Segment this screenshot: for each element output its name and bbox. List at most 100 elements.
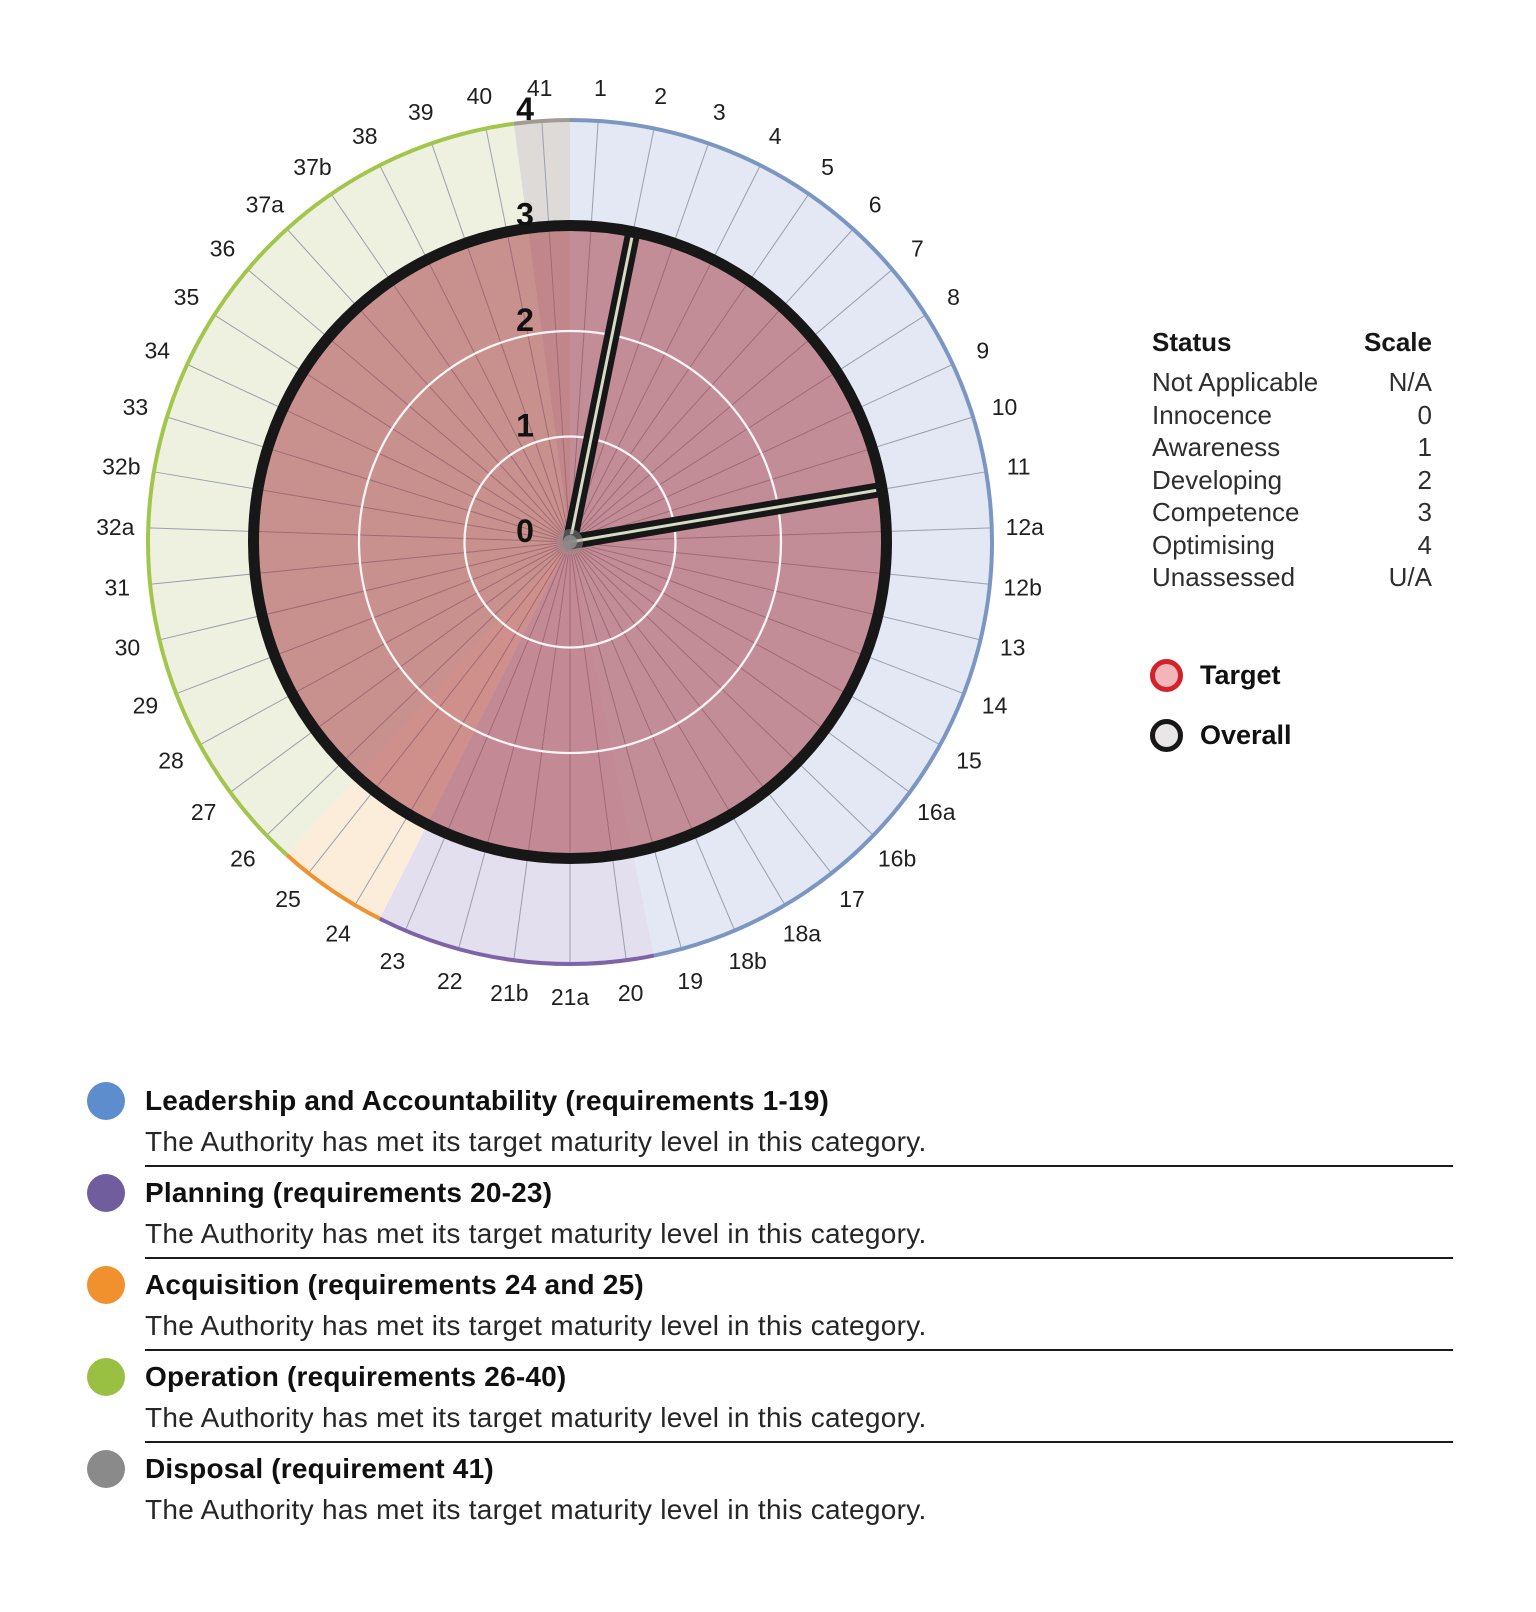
- status-legend-rows: Not Applicable N/A Innocence 0 Awareness 1 Dev…: [1152, 366, 1432, 594]
- category-title: Acquisition (requirements 24 and 25): [145, 1269, 644, 1300]
- radar-spoke-label: 37b: [293, 154, 331, 180]
- radar-spoke-label: 30: [115, 635, 141, 661]
- status-legend-row: Innocence 0: [1152, 399, 1432, 432]
- radar-spoke-label: 21b: [490, 980, 528, 1006]
- category-item-body: Acquisition (requirements 24 and 25) The …: [145, 1259, 1453, 1351]
- category-title: Leadership and Accountability (requireme…: [145, 1085, 830, 1116]
- radar-category-arc: [378, 916, 655, 966]
- radar-spoke-label: 24: [325, 921, 351, 947]
- category-list-item: Disposal (requirement 41) The Authority h…: [87, 1443, 1453, 1535]
- status-scale-value: 0: [1417, 399, 1432, 430]
- radar-spoke-label: 39: [408, 99, 434, 125]
- category-item-body: Planning (requirements 20-23) The Authori…: [145, 1167, 1453, 1259]
- radar-spoke-label: 8: [947, 284, 960, 310]
- status-name: Innocence: [1152, 399, 1272, 430]
- status-name: Awareness: [1152, 432, 1281, 462]
- category-description: The Authority has met its target maturit…: [145, 1310, 927, 1341]
- radar-category-arc: [146, 121, 515, 857]
- radar-spoke-label: 32a: [96, 514, 135, 540]
- radar-spoke-label: 33: [123, 394, 149, 420]
- radar-spoke-label: 9: [976, 338, 989, 364]
- status-legend-header-status: Status: [1152, 327, 1232, 357]
- category-title: Disposal (requirement 41): [145, 1453, 494, 1484]
- radar-spoke-label: 17: [839, 886, 865, 912]
- radar-scale-label: 1: [516, 408, 534, 444]
- status-legend-header: Status Scale: [1152, 324, 1432, 360]
- category-dot-icon: [87, 1450, 125, 1488]
- radar-spoke-label: 21a: [551, 984, 590, 1010]
- radar-spoke-label: 37a: [246, 192, 285, 218]
- radar-na-notch-gap: [569, 488, 877, 544]
- radar-scale-label: 0: [516, 513, 534, 549]
- category-description: The Authority has met its target maturit…: [145, 1402, 927, 1433]
- category-list: Leadership and Accountability (requireme…: [87, 1075, 1453, 1535]
- radar-ring-circle: [463, 435, 677, 649]
- category-description: The Authority has met its target maturit…: [145, 1494, 927, 1525]
- status-legend-row: Developing 2: [1152, 464, 1432, 497]
- category-dot-icon: [87, 1174, 125, 1212]
- radar-spoke-label: 35: [174, 284, 200, 310]
- status-name: Unassessed: [1152, 562, 1296, 592]
- radar-spoke-label: 12b: [1004, 575, 1042, 601]
- status-legend-header-scale: Scale: [1364, 327, 1432, 357]
- status-legend-row: Awareness 1: [1152, 431, 1432, 464]
- radar-spoke-label: 23: [380, 948, 406, 974]
- category-title: Operation (requirements 26-40): [145, 1361, 567, 1392]
- category-item-body: Leadership and Accountability (requireme…: [145, 1075, 1453, 1167]
- radar-spoke-label: 26: [230, 845, 256, 871]
- category-item-body: Operation (requirements 26-40) The Author…: [145, 1351, 1453, 1443]
- radar-center-dot: [563, 535, 577, 549]
- radar-scale-label: 3: [516, 197, 534, 233]
- radar-spoke-label: 16b: [878, 845, 916, 871]
- radar-ring-circle: [357, 329, 783, 755]
- status-name: Optimising: [1152, 529, 1275, 560]
- series-legend-label: Target: [1200, 660, 1281, 690]
- radar-spoke-label: 15: [956, 748, 982, 774]
- category-list-item: Leadership and Accountability (requireme…: [87, 1075, 1453, 1167]
- radar-spoke-label: 25: [275, 886, 301, 912]
- overall-swatch-icon: [1150, 719, 1183, 752]
- status-scale-value: U/A: [1388, 562, 1432, 592]
- series-legend-row: Target: [1150, 659, 1292, 692]
- category-dot-icon: [87, 1082, 125, 1120]
- status-legend-row: Optimising 4: [1152, 529, 1432, 562]
- radar-spoke-label: 4: [769, 123, 782, 149]
- status-scale-value: N/A: [1388, 367, 1432, 397]
- radar-spoke-label: 40: [467, 83, 493, 109]
- radar-spoke-label: 20: [618, 980, 644, 1006]
- radar-spoke-label: 12a: [1006, 514, 1045, 540]
- radar-spoke-label: 16a: [917, 799, 956, 825]
- radar-spoke-label: 19: [677, 968, 703, 994]
- status-scale-value: 2: [1417, 464, 1432, 495]
- radar-spoke-label: 41: [527, 75, 553, 101]
- radar-spoke-label: 1: [594, 75, 607, 101]
- radar-scale-label: 2: [516, 302, 534, 338]
- category-list-item: Operation (requirements 26-40) The Author…: [87, 1351, 1453, 1443]
- status-name: Competence: [1152, 497, 1300, 527]
- category-description: The Authority has met its target maturit…: [145, 1218, 927, 1249]
- status-legend-row: Unassessed U/A: [1152, 561, 1432, 594]
- category-list-item: Planning (requirements 20-23) The Authori…: [87, 1167, 1453, 1259]
- radar-spoke-label: 38: [352, 123, 378, 149]
- category-dot-icon: [87, 1266, 125, 1304]
- radar-spoke-label: 36: [210, 235, 236, 261]
- radar-spoke-label: 7: [911, 235, 924, 261]
- status-legend: Status Scale Not Applicable N/A Innocence 0…: [1152, 324, 1432, 594]
- category-list-item: Acquisition (requirements 24 and 25) The …: [87, 1259, 1453, 1351]
- radar-spoke-label: 11: [1007, 453, 1031, 479]
- status-scale-value: 3: [1417, 497, 1432, 527]
- status-name: Developing: [1152, 464, 1283, 495]
- radar-overall-ring: [248, 220, 892, 864]
- status-scale-value: 4: [1417, 529, 1432, 560]
- radar-scale-label: 4: [516, 91, 534, 127]
- radar-spoke-label: 3: [713, 99, 726, 125]
- radar-spoke-label: 18b: [728, 948, 766, 974]
- radar-spoke-label: 2: [654, 83, 667, 109]
- status-scale-value: 1: [1417, 432, 1432, 462]
- radar-spoke-label: 18a: [783, 921, 822, 947]
- radar-spoke-label: 31: [104, 575, 130, 601]
- status-name: Not Applicable: [1152, 367, 1319, 397]
- status-legend-row: Not Applicable N/A: [1152, 366, 1432, 399]
